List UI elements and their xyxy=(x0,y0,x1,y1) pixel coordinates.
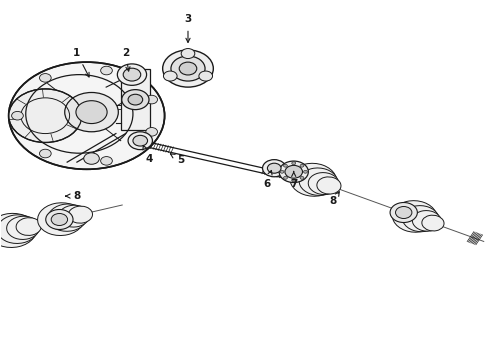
Circle shape xyxy=(117,64,147,85)
Text: 4: 4 xyxy=(143,145,153,163)
Ellipse shape xyxy=(68,206,93,223)
Circle shape xyxy=(199,71,213,81)
Circle shape xyxy=(171,56,205,81)
Ellipse shape xyxy=(0,215,38,243)
Circle shape xyxy=(12,111,24,120)
Circle shape xyxy=(300,176,304,179)
Circle shape xyxy=(268,163,281,173)
Ellipse shape xyxy=(299,168,338,195)
Circle shape xyxy=(122,90,149,110)
Ellipse shape xyxy=(7,216,40,239)
Circle shape xyxy=(292,179,295,182)
Text: 6: 6 xyxy=(263,170,272,189)
Ellipse shape xyxy=(9,62,165,169)
Circle shape xyxy=(303,170,307,173)
Circle shape xyxy=(163,50,213,87)
Ellipse shape xyxy=(58,205,89,227)
Circle shape xyxy=(300,164,304,167)
Circle shape xyxy=(128,132,152,150)
Circle shape xyxy=(65,93,118,132)
Circle shape xyxy=(100,157,112,165)
Text: 8: 8 xyxy=(66,191,80,201)
Ellipse shape xyxy=(16,218,41,235)
Text: 8: 8 xyxy=(329,192,339,206)
Circle shape xyxy=(279,161,308,183)
Ellipse shape xyxy=(290,163,336,196)
Circle shape xyxy=(390,203,417,222)
Text: 1: 1 xyxy=(74,48,89,77)
Circle shape xyxy=(51,213,68,225)
Circle shape xyxy=(123,68,141,81)
Ellipse shape xyxy=(422,215,444,231)
Circle shape xyxy=(40,73,51,82)
Ellipse shape xyxy=(392,201,437,232)
Circle shape xyxy=(292,162,295,165)
Ellipse shape xyxy=(38,203,84,235)
Circle shape xyxy=(9,89,82,143)
Circle shape xyxy=(146,127,157,136)
Circle shape xyxy=(40,149,51,158)
Circle shape xyxy=(146,95,157,104)
Circle shape xyxy=(284,164,288,167)
Text: 7: 7 xyxy=(290,172,297,189)
Circle shape xyxy=(280,170,284,173)
Circle shape xyxy=(263,159,286,177)
Circle shape xyxy=(46,210,73,229)
Ellipse shape xyxy=(308,172,339,194)
Circle shape xyxy=(133,135,147,146)
Text: 3: 3 xyxy=(184,14,192,42)
Circle shape xyxy=(284,176,288,179)
Circle shape xyxy=(84,153,99,164)
Polygon shape xyxy=(121,69,150,130)
Ellipse shape xyxy=(48,204,87,231)
Ellipse shape xyxy=(413,211,441,231)
Circle shape xyxy=(181,49,195,59)
Circle shape xyxy=(128,94,143,105)
Text: 5: 5 xyxy=(171,154,184,165)
Ellipse shape xyxy=(0,213,36,247)
Circle shape xyxy=(285,165,302,178)
Circle shape xyxy=(179,62,197,75)
Circle shape xyxy=(76,101,107,123)
Circle shape xyxy=(395,207,412,219)
Circle shape xyxy=(100,66,112,75)
Ellipse shape xyxy=(402,206,439,232)
Circle shape xyxy=(164,71,177,81)
Text: 2: 2 xyxy=(122,48,130,71)
Ellipse shape xyxy=(317,177,341,194)
